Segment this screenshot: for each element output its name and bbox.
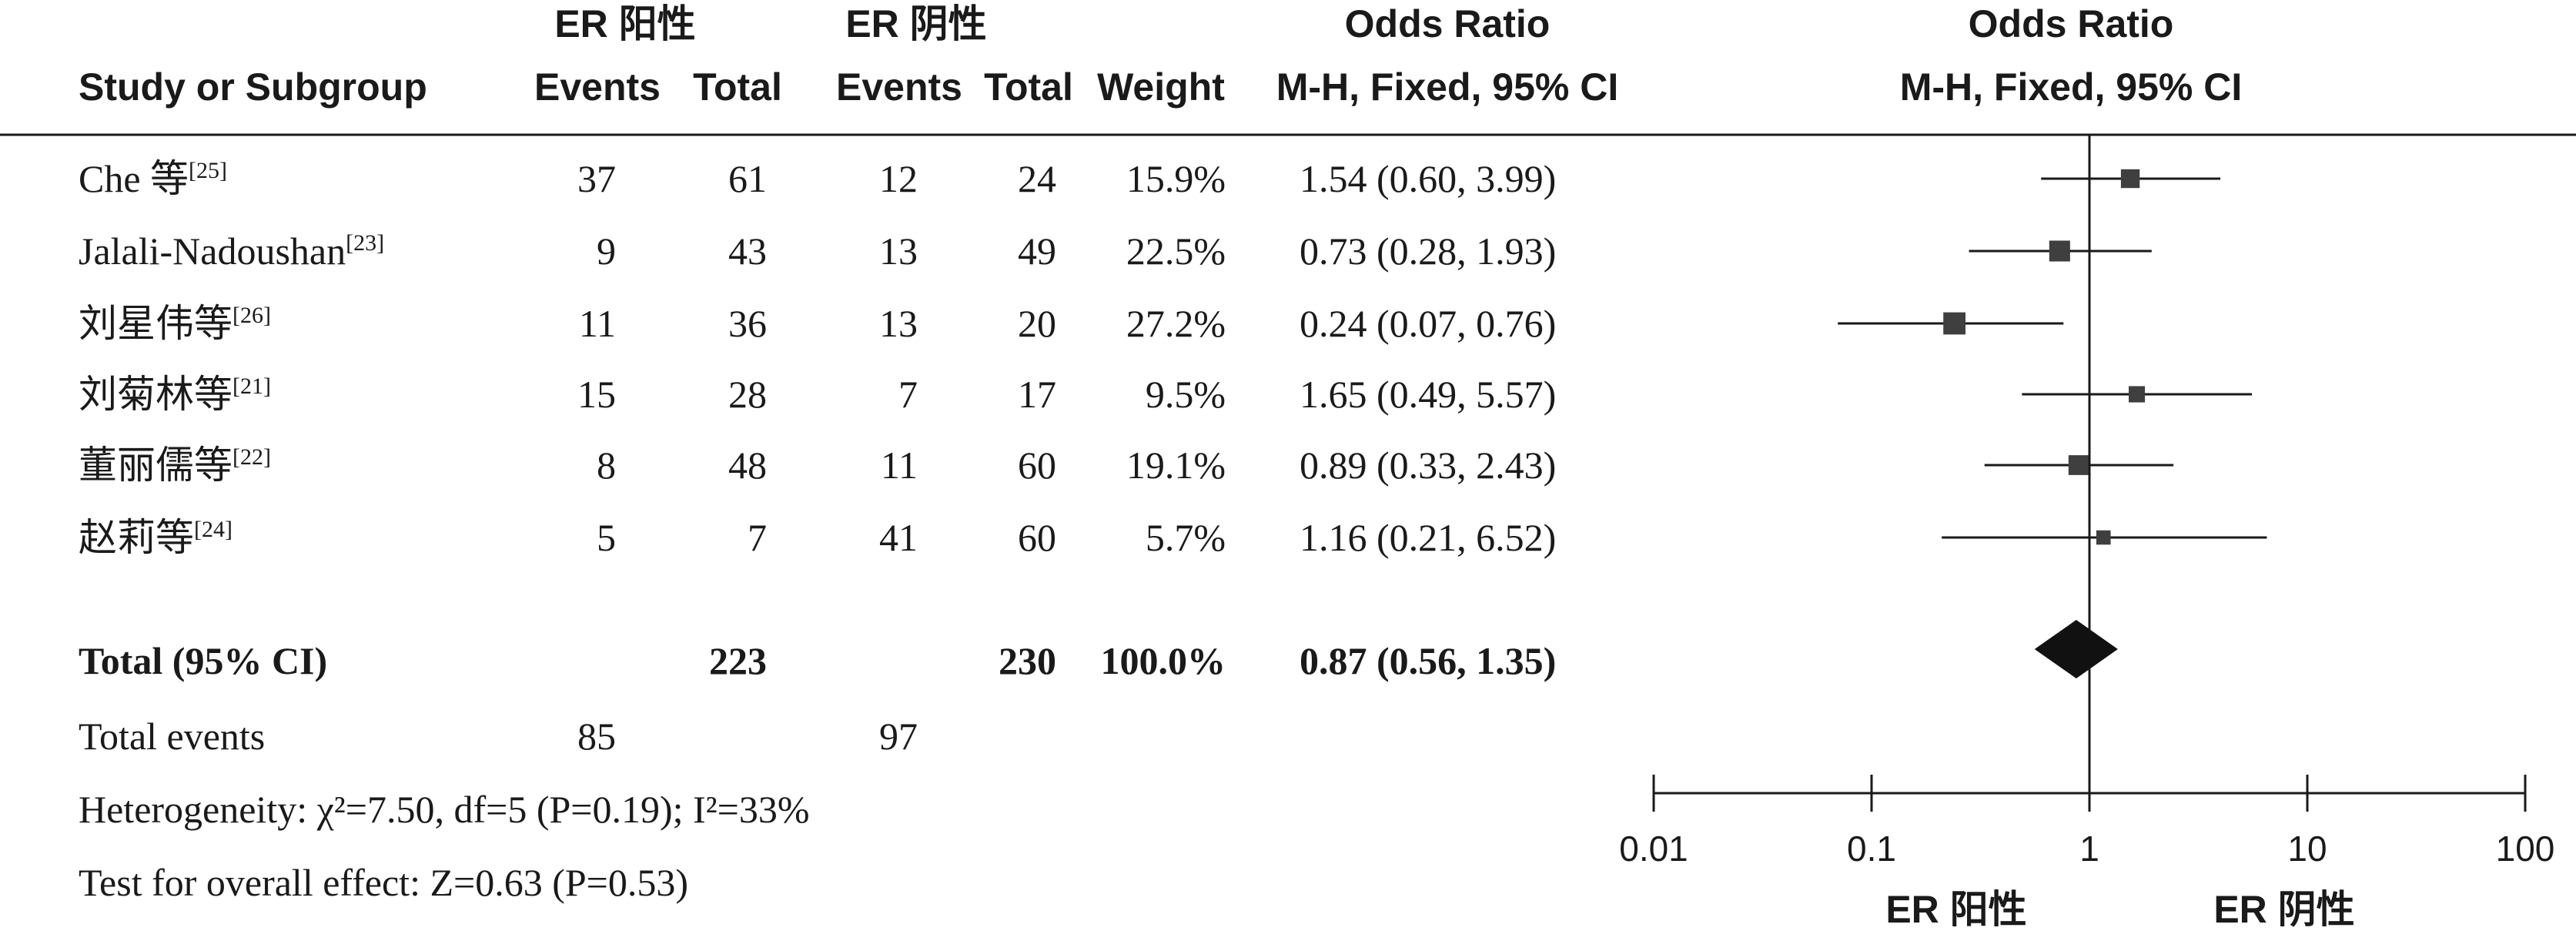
favours-left-label: ER 阳性 [1885,888,2026,931]
study-reference: [24] [194,517,233,542]
total1-cell: 48 [728,444,767,487]
events2-cell: 7 [898,373,918,416]
weight-cell: 9.5% [1146,373,1226,416]
study-reference: [22] [233,444,271,470]
events2-cell: 41 [879,516,918,559]
effect-square [2049,240,2070,262]
col-events2: Events [836,65,962,109]
total1-cell: 36 [728,302,767,345]
events1-cell: 8 [597,444,616,487]
effect-square [2129,386,2146,403]
study-name: Che 等[25] [79,157,227,200]
total1-cell: 43 [728,229,767,273]
events2-cell: 11 [881,444,918,487]
total-or: 0.87 (0.56, 1.35) [1300,639,1556,682]
events1-cell: 15 [577,373,616,416]
col-total1: Total [693,65,782,109]
x-tick-label: 1 [2079,829,2099,869]
col-method: M-H, Fixed, 95% CI [1276,65,1619,109]
group2-header: ER 阴性 [845,2,986,45]
col-study: Study or Subgroup [79,65,427,109]
events2-cell: 12 [879,157,918,200]
plot-title: Odds Ratio [1969,2,2174,45]
or-ci-cell: 1.54 (0.60, 3.99) [1300,157,1556,200]
events1-cell: 37 [577,157,616,200]
study-name: 刘星伟等[26] [79,302,271,345]
total2-cell: 17 [1018,373,1056,416]
or-ci-cell: 0.73 (0.28, 1.93) [1300,229,1556,273]
total2-cell: 60 [1018,516,1056,559]
effect-square [2120,169,2140,189]
study-name: 刘菊林等[21] [79,373,271,416]
weight-cell: 27.2% [1126,302,1226,345]
study-reference: [21] [233,373,271,399]
study-reference: [26] [233,303,271,328]
total1-cell: 28 [728,373,767,416]
or-column-title: Odds Ratio [1345,2,1551,45]
study-reference: [25] [189,158,227,183]
total1-cell: 61 [728,157,767,200]
study-name: 赵莉等[24] [79,516,233,559]
col-weight: Weight [1097,65,1225,109]
favours-right-label: ER 阴性 [2213,888,2354,931]
total2-cell: 49 [1018,229,1056,273]
or-ci-cell: 1.16 (0.21, 6.52) [1300,516,1556,559]
events2-cell: 13 [879,302,918,345]
group1-header: ER 阳性 [554,2,695,45]
or-ci-cell: 0.24 (0.07, 0.76) [1300,302,1556,345]
total2-cell: 60 [1018,444,1056,487]
events2-cell: 13 [879,229,918,273]
col-events1: Events [534,65,661,109]
effect-square [2068,455,2089,475]
study-reference: [23] [346,230,384,256]
total-total2: 230 [999,639,1056,682]
total-events2: 97 [879,715,918,758]
study-rows: Che 等[25] 37 61 12 24 15.9% 1.54 (0.60, 3.99) J… [79,157,1556,559]
col-total2: Total [984,65,1073,109]
study-name: 董丽儒等[22] [79,444,271,487]
events1-cell: 9 [597,229,616,273]
x-tick-label: 0.1 [1847,829,1896,869]
plot-method: M-H, Fixed, 95% CI [1900,65,2243,109]
events1-cell: 5 [597,516,616,559]
weight-cell: 22.5% [1126,229,1226,273]
x-tick-label: 100 [2496,829,2555,869]
forest-plot: 0.01 0.1 1 10 100 ER 阳性 ER 阴性 [1619,135,2554,931]
total-weight: 100.0% [1101,639,1226,682]
or-ci-cell: 0.89 (0.33, 2.43) [1300,444,1556,487]
x-tick-label: 0.01 [1619,829,1688,869]
total-total1: 223 [709,639,767,682]
total-events-label: Total events [79,715,265,758]
total1-cell: 7 [748,516,767,559]
total2-cell: 20 [1018,302,1056,345]
x-tick-label: 10 [2287,829,2327,869]
events1-cell: 11 [579,302,616,345]
study-name: Jalali-Nadoushan[23] [79,229,384,273]
total-label: Total (95% CI) [79,639,327,682]
effect-square [1943,312,1965,335]
overall-effect-text: Test for overall effect: Z=0.63 (P=0.53) [79,861,688,904]
or-ci-cell: 1.65 (0.49, 5.57) [1300,373,1556,416]
total2-cell: 24 [1018,157,1056,200]
weight-cell: 15.9% [1126,157,1226,200]
heterogeneity-text: Heterogeneity: χ²=7.50, df=5 (P=0.19); I… [79,788,810,831]
effect-square [2096,530,2111,545]
weight-cell: 5.7% [1146,516,1226,559]
total-events1: 85 [577,715,616,758]
weight-cell: 19.1% [1126,444,1226,487]
pooled-diamond [2034,620,2118,678]
